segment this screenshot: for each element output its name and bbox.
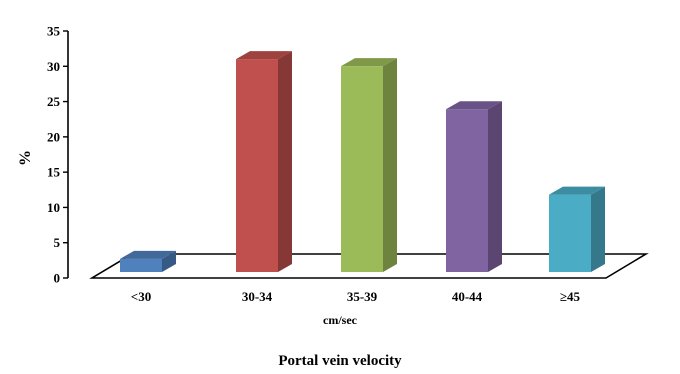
bar-front [446, 109, 488, 273]
x-tick-label: 30-34 [242, 289, 273, 304]
x-tick-label: 35-39 [347, 289, 378, 304]
y-tick-label: 15 [47, 165, 61, 180]
chart-title: Portal vein velocity [278, 353, 402, 369]
bar [446, 101, 502, 273]
bar [120, 250, 176, 272]
bar-top [120, 250, 176, 259]
y-axis-label: % [17, 150, 34, 166]
bar [236, 51, 292, 273]
y-axis: 0 5 10 15 20 25 30 35 [47, 24, 69, 286]
y-tick-label: 20 [47, 129, 60, 144]
x-axis-labels: <30 30-34 35-39 40-44 ≥45 [131, 289, 581, 304]
x-tick-label: 40-44 [452, 289, 483, 304]
y-tick-label: 0 [54, 271, 61, 286]
bar-top [341, 58, 397, 67]
y-tick-label: 30 [47, 59, 60, 74]
bar [341, 58, 397, 272]
x-axis-label: cm/sec [323, 313, 358, 327]
y-tick-label: 5 [54, 235, 61, 250]
bars-layer [120, 51, 605, 273]
x-tick-label: ≥45 [560, 289, 581, 304]
x-tick-label: <30 [131, 289, 151, 304]
bar-front [549, 194, 591, 272]
y-tick-label: 10 [47, 200, 60, 215]
bar-side [278, 51, 292, 273]
bar-front [120, 258, 162, 272]
bar-side [488, 101, 502, 273]
y-tick-label: 25 [47, 94, 61, 109]
bar-front [341, 66, 383, 272]
bar [549, 186, 605, 272]
bar-front [236, 59, 278, 273]
y-tick-label: 35 [47, 24, 61, 39]
bar-side [591, 186, 605, 272]
bar-top [446, 101, 502, 110]
bar-top [236, 51, 292, 60]
bar-side [162, 250, 176, 272]
bar-top [549, 186, 605, 195]
bar-side [383, 58, 397, 272]
